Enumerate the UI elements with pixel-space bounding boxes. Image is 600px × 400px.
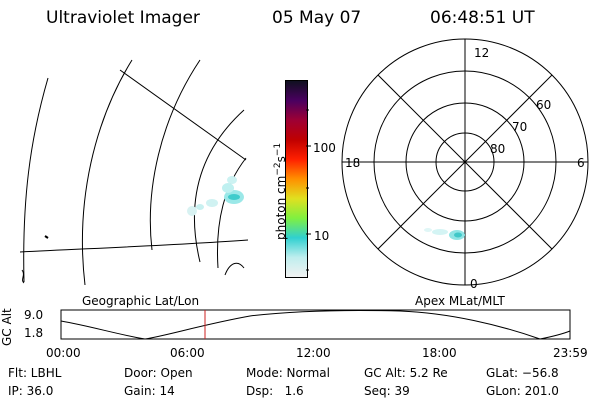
mlat-label-60: 60 xyxy=(536,98,552,112)
info-dsp: Dsp: 1.6 xyxy=(246,384,304,398)
aurora-emission-left xyxy=(187,176,244,216)
map-grid-line xyxy=(119,69,247,161)
info-mode: Mode: Normal xyxy=(246,366,330,380)
info-glon: GLon: 201.0 xyxy=(486,384,559,398)
info-gcalt: GC Alt: 5.2 Re xyxy=(364,366,448,380)
info-gain: Gain: 14 xyxy=(124,384,175,398)
polar-meridian-diag xyxy=(377,74,553,250)
coastline xyxy=(21,269,25,284)
date-label: 05 May 07 xyxy=(272,8,362,28)
mlat-label-70: 70 xyxy=(512,120,528,134)
aurora-emission-right xyxy=(424,228,465,240)
map-grid-line xyxy=(19,239,249,253)
map-grid-line xyxy=(23,77,49,283)
coastline xyxy=(44,235,49,239)
altitude-xtick-0: 00:00 xyxy=(46,346,81,360)
colorbar xyxy=(285,80,308,278)
apex-label: Apex MLat/MLT xyxy=(415,294,505,308)
info-glat: GLat: −56.8 xyxy=(486,366,559,380)
altitude-xtick-2: 12:00 xyxy=(296,346,331,360)
geographic-label: Geographic Lat/Lon xyxy=(82,294,200,308)
mlt-label-0: 0 xyxy=(470,277,478,291)
altitude-ytick-9: 9.0 xyxy=(24,308,44,322)
altitude-curve xyxy=(60,310,571,340)
altitude-xtick-3: 18:00 xyxy=(422,346,457,360)
mlat-label-80: 80 xyxy=(490,142,506,156)
map-grid-line xyxy=(81,59,133,286)
colorbar-gradient xyxy=(286,81,307,277)
altitude-xtick-4: 23:59 xyxy=(553,346,588,360)
mlt-label-6: 6 xyxy=(577,156,585,170)
time-label: 06:48:51 UT xyxy=(430,8,535,28)
info-ip: IP: 36.0 xyxy=(8,384,54,398)
info-flt: Flt: LBHL xyxy=(8,366,62,380)
mlt-label-18: 18 xyxy=(345,156,361,170)
info-seq: Seq: 39 xyxy=(364,384,410,398)
info-door: Door: Open xyxy=(124,366,193,380)
colorbar-ticks xyxy=(306,109,311,271)
instrument-title: Ultraviolet Imager xyxy=(46,8,200,28)
altitude-ytick-1.8: 1.8 xyxy=(24,326,44,340)
mlt-label-12: 12 xyxy=(474,46,490,60)
colorbar-tick-100: 100 xyxy=(313,141,336,155)
altitude-plot-frame xyxy=(60,309,571,340)
colorbar-tick-10: 10 xyxy=(314,229,330,243)
map-grid-line xyxy=(193,109,245,263)
map-grid-line xyxy=(217,157,247,269)
altitude-xtick-1: 06:00 xyxy=(170,346,205,360)
map-grid-line xyxy=(149,59,201,251)
coastline xyxy=(224,262,245,276)
